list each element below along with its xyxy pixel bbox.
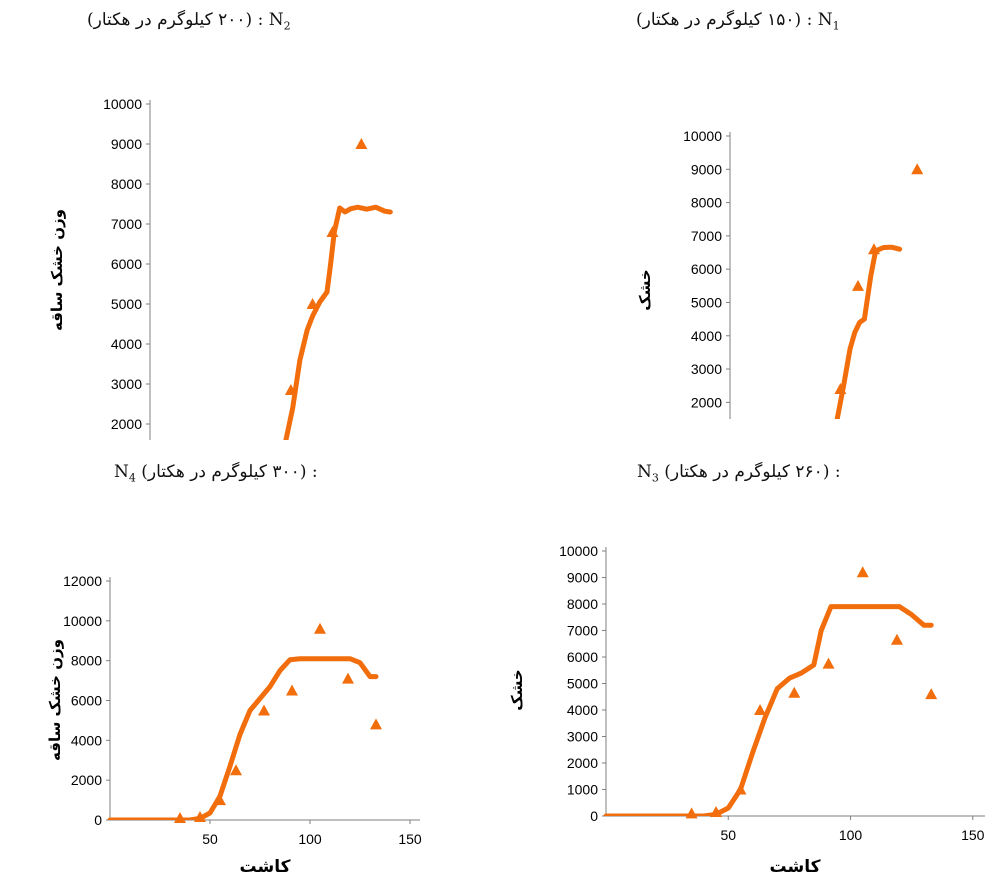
caption-n2: (۲۰۰ کیلوگرم در هکتار) : N2 [87, 10, 291, 33]
data-point-marker [174, 812, 186, 824]
data-point-marker [822, 657, 835, 669]
y-tick-label: 2000 [71, 772, 102, 788]
data-point-marker [194, 811, 206, 823]
y-tick-label: 8000 [111, 176, 142, 192]
data-point-marker [754, 704, 767, 715]
x-tick-label: 150 [961, 827, 985, 843]
y-tick-label: 9000 [111, 136, 142, 152]
y-tick-label: 2000 [691, 394, 722, 410]
data-point-marker [890, 633, 903, 645]
x-tick-label: 50 [720, 827, 736, 843]
y-tick-label: 0 [94, 812, 102, 828]
y-tick-label: 3000 [691, 361, 722, 377]
data-point-marker [834, 383, 847, 395]
data-point-marker [370, 718, 382, 730]
y-tick-label: 1000 [567, 782, 598, 798]
y-tick-label: 0 [590, 808, 598, 824]
data-point-marker [306, 298, 319, 309]
data-point-marker [342, 672, 354, 684]
y-tick-label: 6000 [111, 256, 142, 272]
y-tick-label: 5000 [691, 294, 722, 310]
y-tick-label: 6000 [567, 649, 598, 665]
y-axis-title: خشک [508, 669, 526, 710]
data-point-marker [284, 384, 297, 395]
data-point-marker [788, 686, 801, 698]
series-line [107, 656, 379, 820]
y-tick-label: 5000 [111, 296, 142, 312]
data-point-marker [355, 138, 368, 149]
y-axis-title: وزن خشک ساقه [48, 209, 66, 331]
data-point-marker [856, 566, 869, 578]
series-line [834, 244, 903, 419]
caption-n1: (۱۵۰ کیلوگرم در هکتار) : N1 [636, 10, 840, 33]
data-point-marker [230, 764, 242, 776]
x-tick-label: 150 [398, 831, 422, 847]
x-tick-label: 100 [298, 831, 322, 847]
data-point-marker [286, 684, 298, 696]
chart-n1: 2000 3000 4000 5000 6000 7000 8000 9000 10000 خشک [636, 128, 924, 419]
x-tick-label: 100 [839, 827, 863, 843]
y-tick-label: 5000 [567, 676, 598, 692]
data-point-marker [314, 622, 326, 634]
y-tick-label: 2000 [567, 755, 598, 771]
data-point-marker [214, 794, 226, 806]
y-tick-label: 4000 [567, 702, 598, 718]
series-line [283, 204, 393, 440]
y-axis-title: خشک [636, 269, 654, 310]
data-point-marker [710, 806, 723, 818]
caption-n4: N4 (۳۰۰ کیلوگرم در هکتار) : [114, 462, 318, 485]
data-point-marker [852, 279, 864, 291]
y-tick-label: 7000 [567, 623, 598, 639]
chart-n3: 0 1000 2000 3000 4000 5000 6000 7000 8000 9000 100… [508, 543, 985, 875]
y-tick-label: 10000 [63, 613, 102, 629]
data-point-marker [868, 243, 880, 255]
y-tick-label: 10000 [103, 96, 142, 112]
y-tick-label: 4000 [111, 336, 142, 352]
series-line [603, 604, 934, 816]
chart-n2: 2000 3000 4000 5000 6000 7000 8000 9000 10000 وزن… [48, 96, 393, 440]
data-point-marker [925, 688, 938, 700]
chart-n4: 0 2000 4000 6000 8000 10000 12000 50 100 150 وزن خ… [46, 573, 422, 875]
y-tick-label: 6000 [71, 693, 102, 709]
y-tick-label: 8000 [567, 596, 598, 612]
y-tick-label: 8000 [691, 195, 722, 211]
y-tick-label: 3000 [111, 376, 142, 392]
y-tick-label: 12000 [63, 573, 102, 589]
y-tick-label: 9000 [691, 161, 722, 177]
y-tick-label: 6000 [691, 261, 722, 277]
y-tick-label: 7000 [111, 216, 142, 232]
x-axis-title: کاشت [240, 857, 291, 875]
data-point-marker [258, 704, 270, 716]
data-point-marker [911, 163, 924, 175]
y-tick-label: 2000 [111, 416, 142, 432]
y-tick-label: 7000 [691, 228, 722, 244]
data-point-marker [326, 226, 339, 237]
y-tick-label: 4000 [691, 328, 722, 344]
data-point-marker [734, 783, 747, 795]
data-point-marker [685, 807, 698, 819]
x-tick-label: 50 [202, 831, 218, 847]
y-tick-label: 10000 [683, 128, 722, 144]
y-tick-label: 3000 [567, 729, 598, 745]
caption-n3: N3 (۲۶۰ کیلوگرم در هکتار) : [637, 462, 841, 485]
x-axis-title: کاشت [770, 857, 821, 875]
y-tick-label: 8000 [71, 653, 102, 669]
y-axis-title: وزن خشک ساقه [46, 639, 64, 761]
y-tick-label: 9000 [567, 570, 598, 586]
y-tick-label: 4000 [71, 732, 102, 748]
y-tick-label: 10000 [559, 543, 598, 559]
